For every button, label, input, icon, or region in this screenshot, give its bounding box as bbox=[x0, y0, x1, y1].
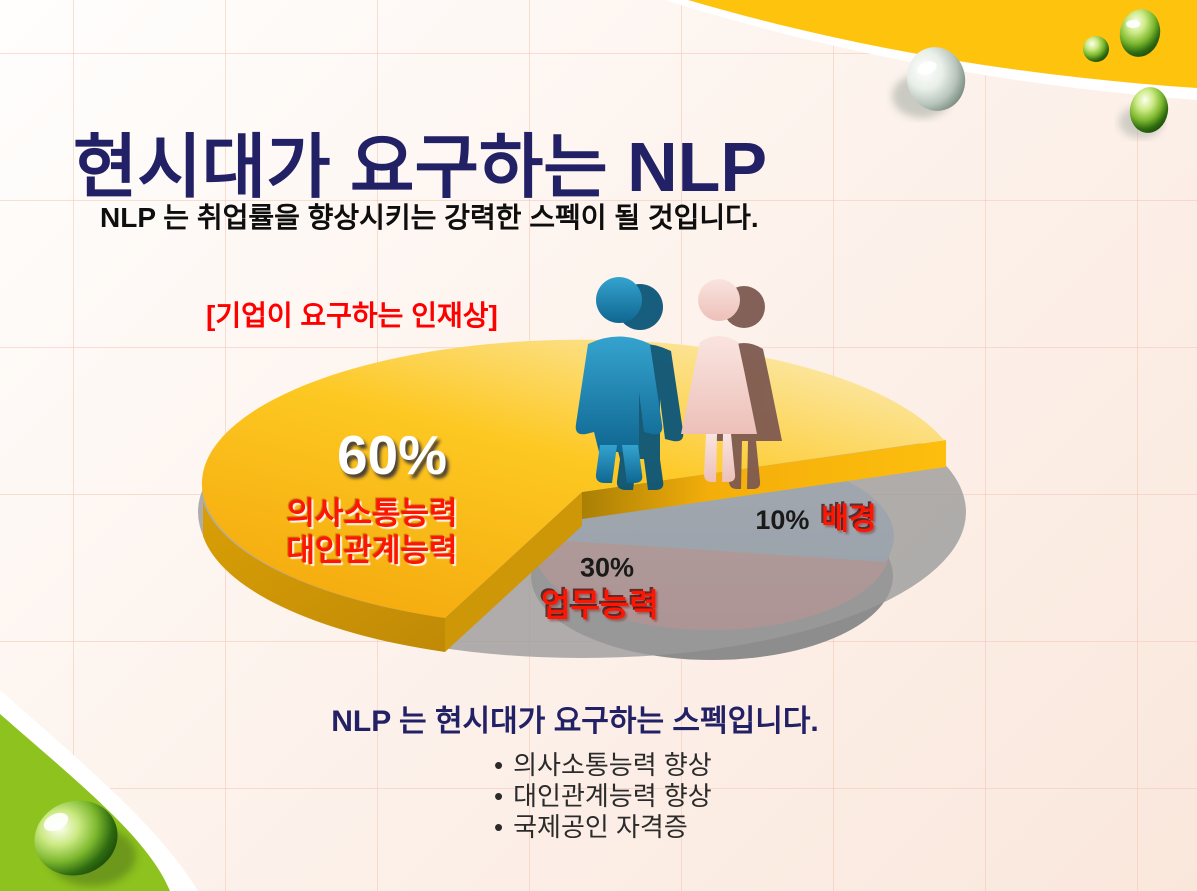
pie-slice-60-outer-side bbox=[203, 502, 445, 652]
female-figure bbox=[681, 279, 782, 489]
list-item-text: 국제공인 자격증 bbox=[513, 812, 688, 842]
droplet-highlight bbox=[917, 61, 937, 75]
silver-droplet bbox=[906, 47, 966, 111]
pie-10-label-group: 10% 배경 bbox=[755, 494, 876, 538]
green-droplet bbox=[1129, 87, 1169, 133]
droplet-highlight bbox=[43, 812, 69, 832]
pie-30-percent-label: 30% bbox=[579, 552, 635, 583]
list-item: • 국제공인 자격증 bbox=[494, 812, 712, 843]
pie-30-text-label: 업무능력 bbox=[541, 587, 659, 623]
list-item-text: 의사소통능력 향상 bbox=[513, 750, 712, 780]
pie-slice-60-cut-side-left bbox=[445, 492, 582, 652]
list-item: • 의사소통능력 향상 bbox=[494, 750, 712, 781]
list-item: • 대인관계능력 향상 bbox=[494, 781, 712, 812]
list-item-text: 대인관계능력 향상 bbox=[513, 781, 712, 811]
bullet-icon: • bbox=[494, 781, 504, 811]
small-green-droplet bbox=[1083, 36, 1109, 62]
pie-slice-60-cut-side-right bbox=[582, 440, 946, 519]
male-figure bbox=[575, 277, 684, 490]
slide-subtitle: NLP 는 취업률을 향상시키는 강력한 스펙이 될 것입니다. bbox=[100, 202, 759, 233]
conclusion-text: NLP 는 현시대가 요구하는 스펙입니다. bbox=[331, 705, 819, 738]
bullet-icon: • bbox=[494, 750, 504, 780]
bullet-icon: • bbox=[494, 812, 504, 842]
benefit-list: • 의사소통능력 향상 • 대인관계능력 향상 • 국제공인 자격증 bbox=[494, 750, 712, 843]
pie-10-percent-label: 10% bbox=[755, 505, 810, 535]
pie-10-text-label: 배경 bbox=[821, 503, 877, 536]
pie-60-text-label: 의사소통능력 대인관계능력 bbox=[286, 496, 458, 568]
droplet-highlight bbox=[1126, 20, 1140, 28]
slide-title: 현시대가 요구하는 NLP bbox=[73, 127, 768, 206]
top-yellow-band bbox=[688, 0, 1197, 88]
callout-label: [기업이 요구하는 인재상] bbox=[206, 300, 498, 331]
pie-60-percent-label: 60% bbox=[336, 424, 448, 486]
